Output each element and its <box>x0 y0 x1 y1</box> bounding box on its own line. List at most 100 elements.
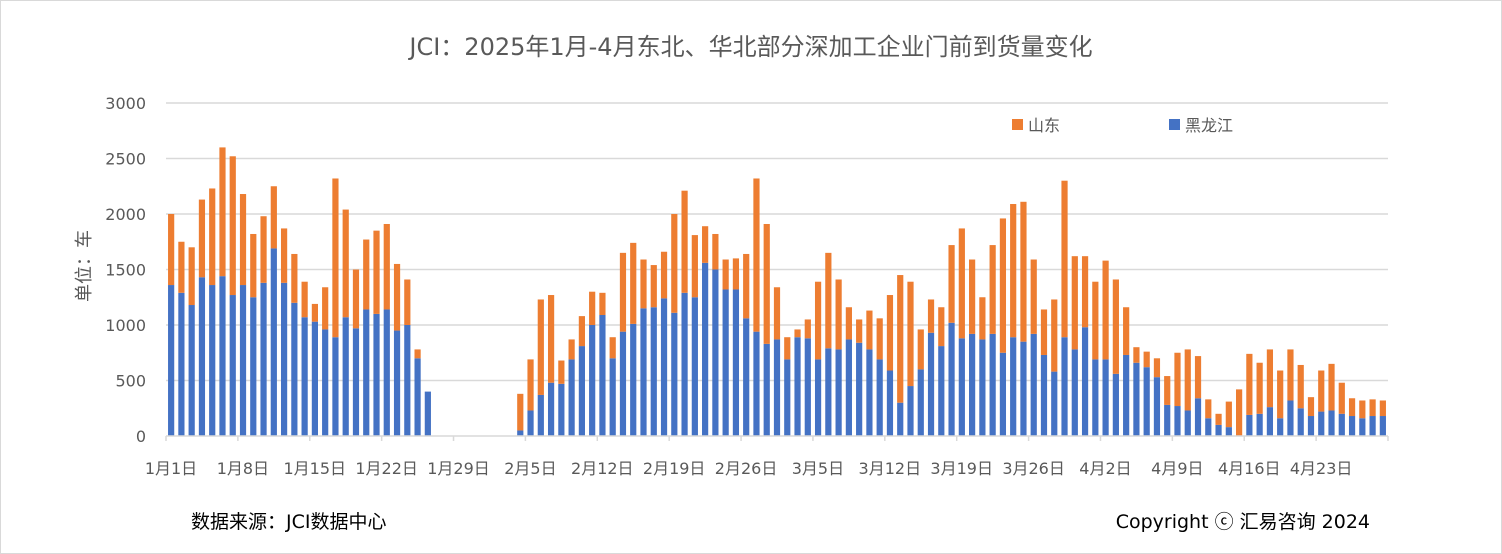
bar-heilongjiang <box>691 297 698 436</box>
bar-heilongjiang <box>270 248 277 436</box>
chart-title: JCI：2025年1月-4月东北、华北部分深加工企业门前到货量变化 <box>409 33 1093 61</box>
bar-heilongjiang <box>1338 413 1345 436</box>
bar-heilongjiang <box>897 402 904 436</box>
bar-shandong <box>989 245 996 334</box>
bar-shandong <box>198 199 206 278</box>
bar-shandong <box>979 297 986 340</box>
bar-heilongjiang <box>424 391 431 436</box>
bar-shandong <box>691 235 698 298</box>
x-tick-label: 2月26日 <box>715 459 778 478</box>
bar-heilongjiang <box>640 308 647 436</box>
bar-heilongjiang <box>1194 398 1202 436</box>
bar-shandong <box>845 307 852 340</box>
bar-shandong <box>393 263 401 331</box>
bar-shandong <box>219 147 226 277</box>
x-tick-label: 4月9日 <box>1151 459 1203 478</box>
x-tick-label: 1月29日 <box>427 459 490 478</box>
x-tick-label: 3月12日 <box>859 459 922 478</box>
bar-shandong <box>1297 364 1304 409</box>
bar-shandong <box>352 269 360 329</box>
bar-heilongjiang <box>856 342 863 436</box>
bar-heilongjiang <box>1205 418 1212 436</box>
bar-heilongjiang <box>1307 416 1315 436</box>
x-tick-label: 1月15日 <box>283 459 346 478</box>
bar-heilongjiang <box>1256 413 1263 436</box>
bar-heilongjiang <box>619 331 627 436</box>
x-tick-label: 1月1日 <box>145 459 197 478</box>
bar-shandong <box>835 279 842 350</box>
bar-shandong <box>722 259 729 290</box>
bar-shandong <box>342 209 349 318</box>
bar-shandong <box>1225 401 1232 428</box>
bar-heilongjiang <box>732 289 740 436</box>
bar-heilongjiang <box>1246 414 1253 436</box>
bar-shandong <box>1020 201 1027 342</box>
bar-heilongjiang <box>168 285 175 436</box>
bar-shandong <box>1194 356 1202 399</box>
bar-heilongjiang <box>260 282 267 436</box>
bar-shandong <box>517 393 524 431</box>
bar-heilongjiang <box>753 331 760 436</box>
bar-shandong <box>640 259 647 309</box>
bar-shandong <box>917 329 924 370</box>
bar-heilongjiang <box>1010 337 1017 436</box>
legend-swatch-shandong <box>1012 119 1023 130</box>
bar-shandong <box>1081 256 1089 328</box>
bar-heilongjiang <box>722 289 729 436</box>
bar-shandong <box>1205 399 1212 419</box>
bar-shandong <box>856 319 863 343</box>
x-tick-label: 2月5日 <box>504 459 556 478</box>
bar-shandong <box>1164 376 1171 405</box>
bar-shandong <box>1184 349 1191 411</box>
y-tick-label: 1000 <box>105 316 146 335</box>
bar-shandong <box>1143 351 1150 368</box>
bar-shandong <box>1153 358 1161 378</box>
x-tick-label: 4月23日 <box>1290 459 1353 478</box>
bar-shandong <box>938 307 945 347</box>
bar-heilongjiang <box>773 339 781 436</box>
bar-shandong <box>773 287 781 340</box>
bar-shandong <box>763 223 770 344</box>
bar-heilongjiang <box>229 295 236 436</box>
bar-heilongjiang <box>825 348 832 436</box>
bar-shandong <box>589 291 596 325</box>
bar-shandong <box>660 251 668 299</box>
bar-heilongjiang <box>383 309 390 436</box>
bar-shandong <box>1266 349 1274 408</box>
bar-shandong <box>547 295 555 383</box>
bar-shandong <box>260 216 267 283</box>
x-tick-label: 4月2日 <box>1079 459 1131 478</box>
bar-heilongjiang <box>1020 341 1027 436</box>
bar-shandong <box>1256 362 1263 414</box>
bar-shandong <box>999 218 1007 353</box>
y-tick-label: 2500 <box>105 150 146 169</box>
bar-heilongjiang <box>1318 411 1325 436</box>
legend-swatch-heilongjiang <box>1169 119 1180 130</box>
bar-heilongjiang <box>1297 408 1304 436</box>
bar-shandong <box>814 281 822 360</box>
bar-heilongjiang <box>332 337 339 436</box>
bar-shandong <box>1051 299 1058 372</box>
bar-shandong <box>322 287 329 330</box>
bar-shandong <box>702 226 709 263</box>
bar-heilongjiang <box>1143 367 1150 436</box>
bar-heilongjiang <box>537 394 544 436</box>
bar-heilongjiang <box>1040 354 1048 436</box>
bar-shandong <box>1359 400 1366 419</box>
bar-heilongjiang <box>1348 416 1356 436</box>
bar-heilongjiang <box>671 312 678 436</box>
bar-shandong <box>609 337 616 359</box>
bar-shandong <box>1287 349 1294 401</box>
bar-shandong <box>1338 382 1345 414</box>
bar-shandong <box>209 188 216 286</box>
bar-shandong <box>178 241 185 293</box>
bar-shandong <box>373 230 380 314</box>
bar-shandong <box>886 295 894 371</box>
bar-heilongjiang <box>1174 406 1181 436</box>
bar-heilongjiang <box>280 282 288 436</box>
bar-heilongjiang <box>219 276 226 436</box>
bar-shandong <box>784 337 791 360</box>
bar-heilongjiang <box>958 338 965 436</box>
bar-shandong <box>1328 363 1335 411</box>
